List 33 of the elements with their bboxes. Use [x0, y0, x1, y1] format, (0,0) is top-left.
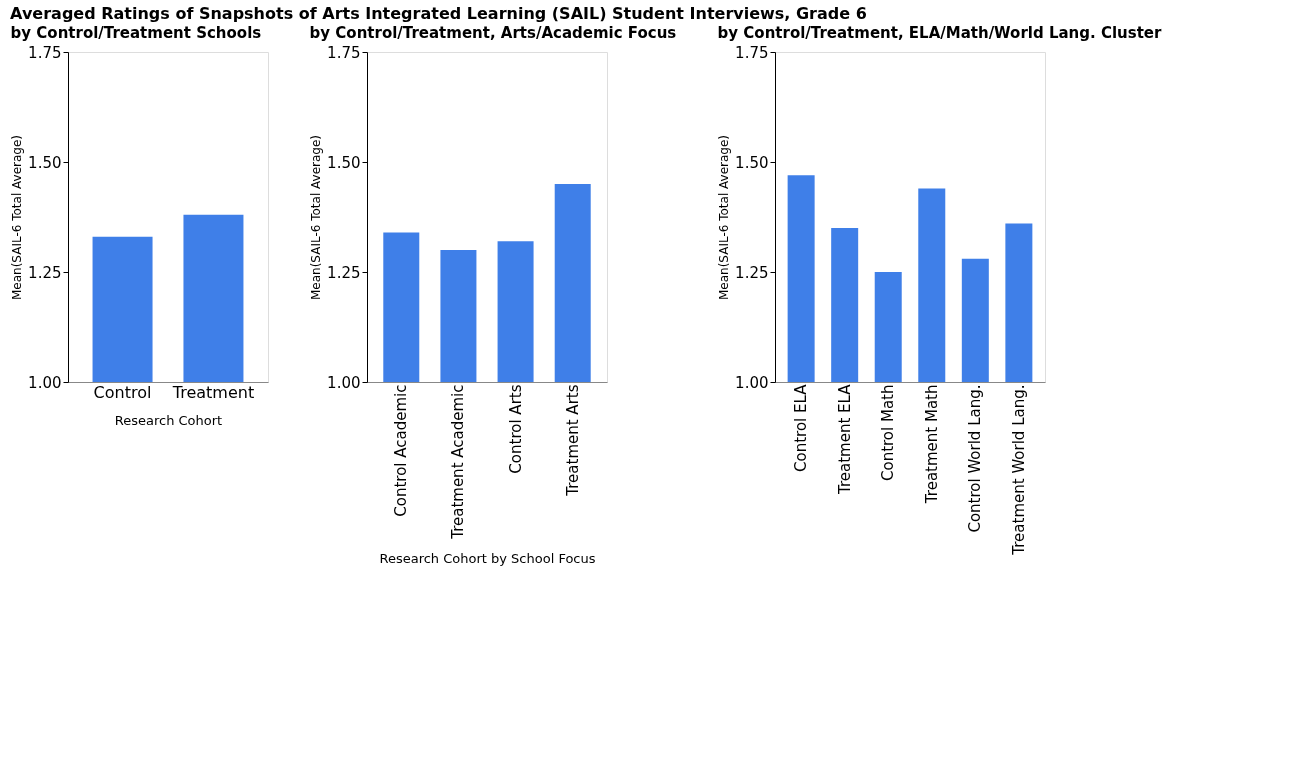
y-tick-label: 1.25 [735, 263, 769, 282]
x-tick-label: Treatment [171, 382, 255, 402]
y-tick-label: 1.75 [28, 43, 62, 62]
x-tick-label: Treatment Academic [449, 384, 468, 540]
x-axis-title: Research Cohort [114, 412, 223, 428]
x-tick-label: Control World Lang. [966, 384, 985, 533]
x-tick-label: Control Arts [506, 384, 525, 474]
x-tick-label: Control Math [879, 384, 898, 482]
x-tick-label: Control [93, 382, 152, 402]
y-axis-title: Mean(SAIL-6 Total Average) [309, 134, 324, 301]
y-axis-title: Mean(SAIL-6 Total Average) [717, 134, 732, 301]
y-axis-title: Mean(SAIL-6 Total Average) [10, 134, 25, 301]
chart-subtitle: by Control/Treatment, Arts/Academic Focus [309, 24, 677, 42]
y-tick-label: 1.75 [735, 43, 769, 62]
x-tick-label: Treatment Arts [563, 384, 582, 497]
y-tick-label: 1.00 [327, 373, 361, 392]
x-tick-label: Control ELA [792, 383, 811, 472]
x-tick-label: Treatment ELA [835, 383, 854, 496]
text: Averaged Ratings of Snapshots of Arts Integrated Learning (SAIL) Student Interviews, Grade 6 [10, 3, 867, 23]
x-tick-label: Treatment Math [922, 384, 941, 505]
chart-subtitle: by Control/Treatment Schools [10, 24, 262, 42]
y-tick-label: 1.50 [28, 153, 62, 172]
x-axis-title: Research Cohort by School Focus [379, 550, 596, 566]
y-tick-label: 1.25 [327, 263, 361, 282]
y-tick-label: 1.00 [735, 373, 769, 392]
y-tick-label: 1.50 [327, 153, 361, 172]
x-tick-label: Control Academic [392, 384, 411, 517]
y-tick-label: 1.25 [28, 263, 62, 282]
chart-subtitle: by Control/Treatment, ELA/Math/World Lang. Cluster [717, 24, 1163, 42]
y-tick-label: 1.75 [327, 43, 361, 62]
y-tick-label: 1.00 [28, 373, 62, 392]
x-tick-label: Treatment World Lang. [1009, 384, 1028, 556]
y-tick-label: 1.50 [735, 153, 769, 172]
